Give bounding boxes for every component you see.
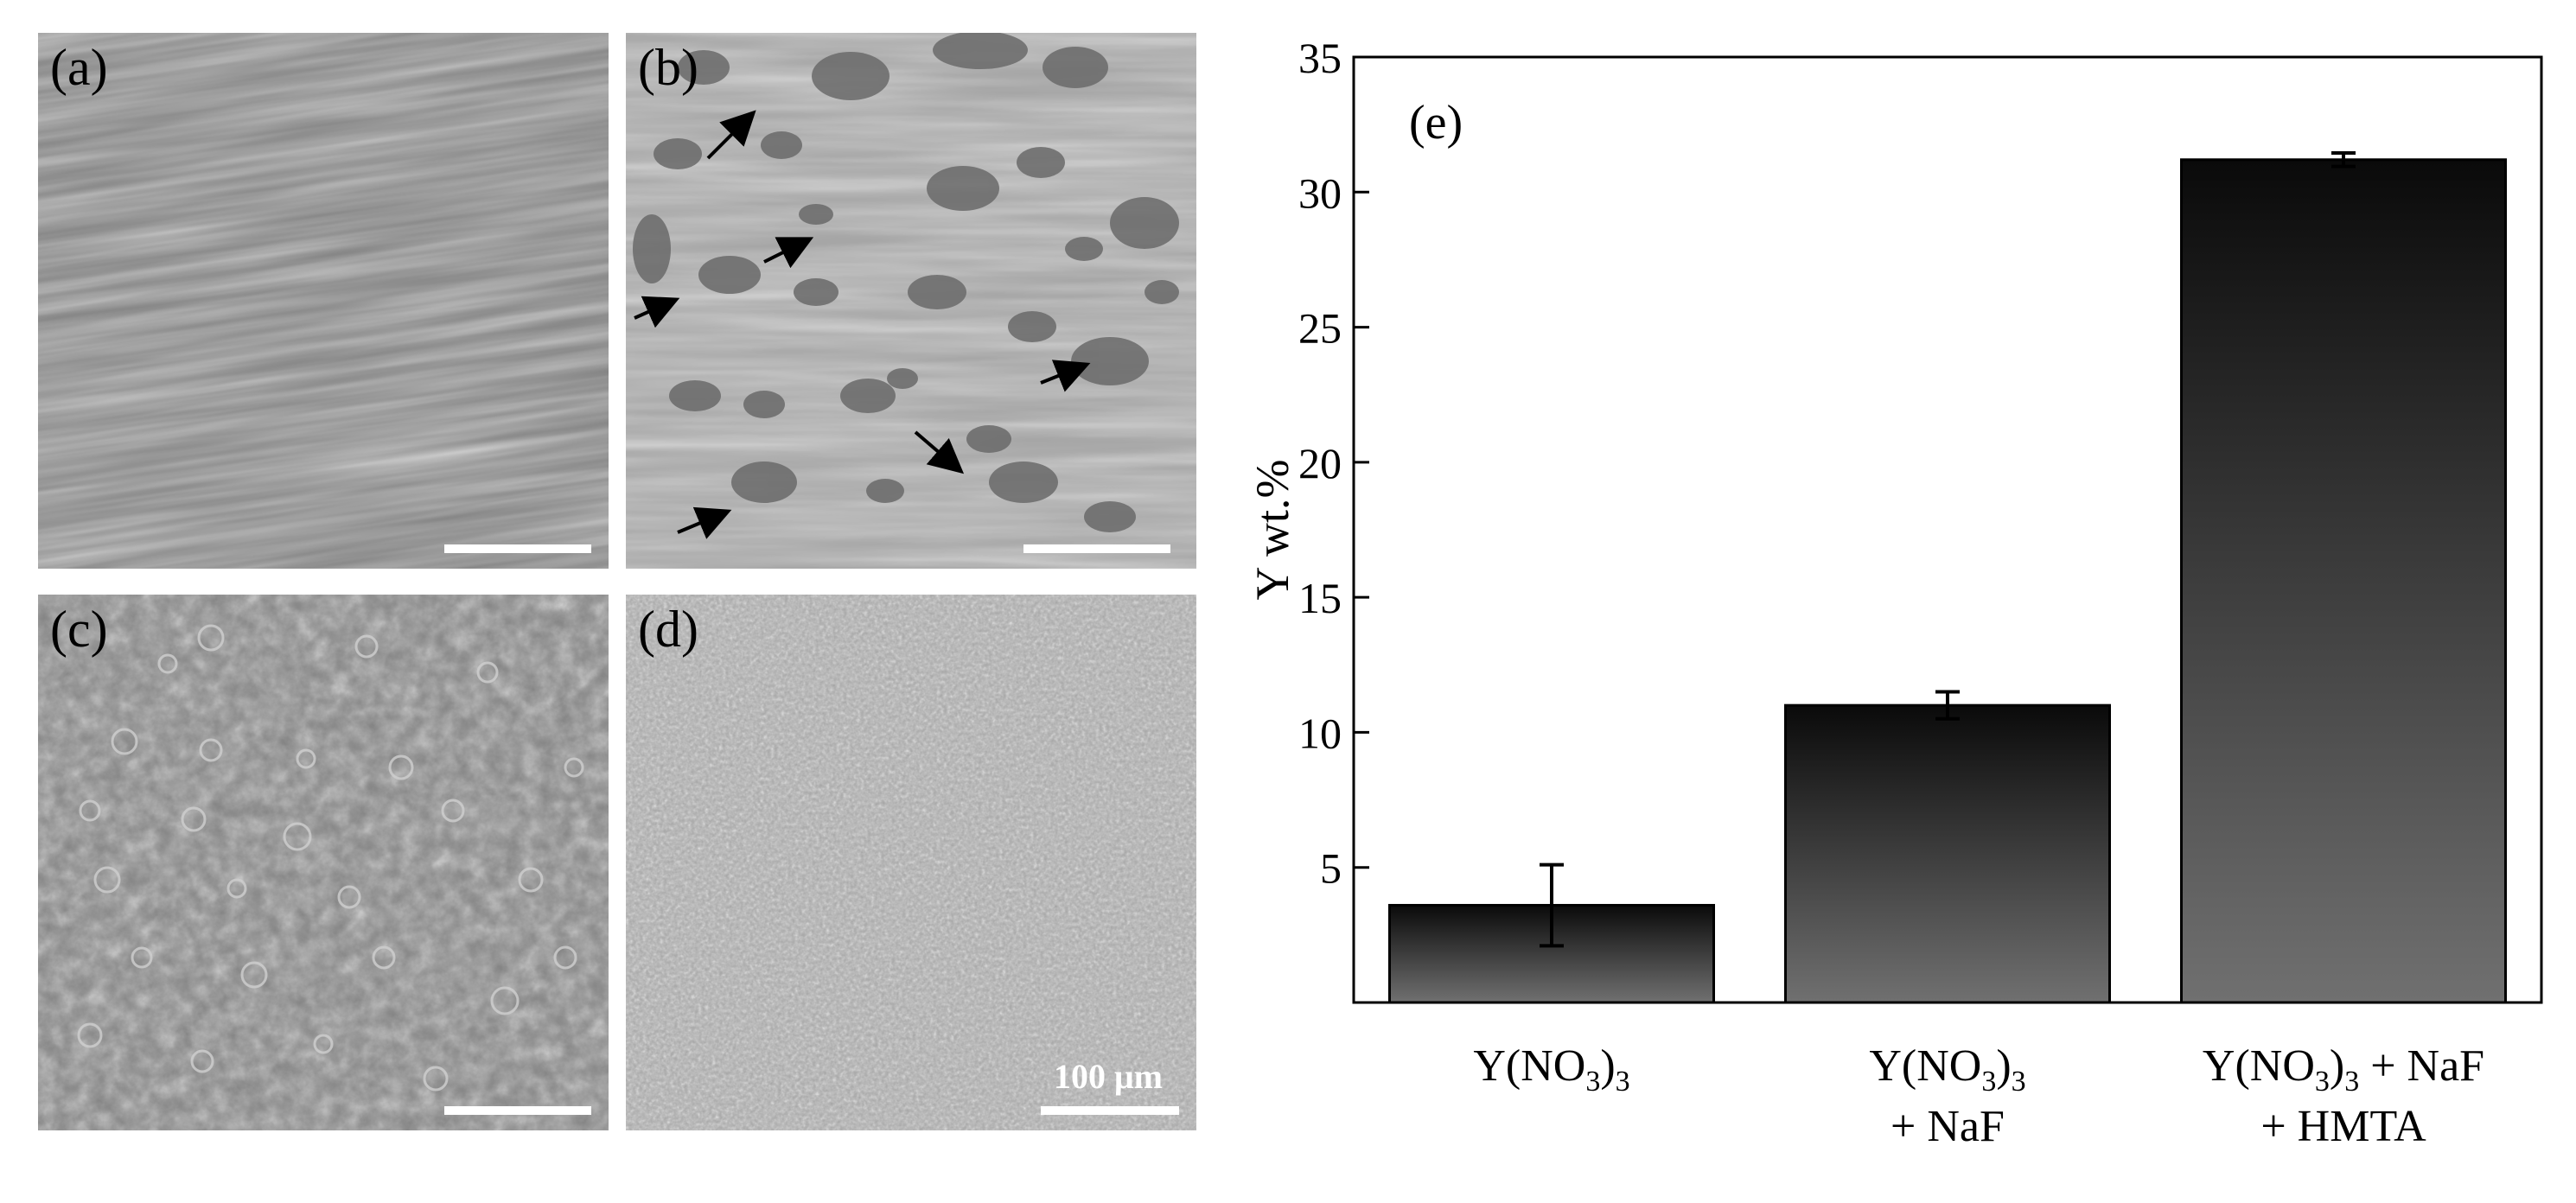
y-tick-label: 10	[1298, 709, 1342, 757]
scale-bar-label-d: 100 μm	[1054, 1057, 1163, 1096]
arrow-markers	[634, 110, 1091, 539]
panel-label-b: (b)	[638, 39, 698, 96]
scale-bar-c	[444, 1106, 591, 1115]
sem-panel-d: (d) 100 μm	[626, 595, 1196, 1130]
chart-panel-label: (e)	[1409, 96, 1463, 150]
y-tick-label: 25	[1298, 304, 1342, 353]
y-axis-label: Y wt.%	[1247, 460, 1298, 601]
sem-image-c	[38, 595, 609, 1130]
panel-label-d: (d)	[638, 601, 698, 658]
sem-panel-b: (b)	[626, 33, 1196, 569]
panel-label-c: (c)	[50, 601, 108, 658]
y-tick-label: 35	[1298, 34, 1342, 82]
bars	[1388, 150, 2507, 1004]
bar	[1784, 703, 2111, 1004]
nodules	[77, 624, 584, 1092]
x-category-label: + NaF	[1891, 1102, 2005, 1151]
sem-image-d	[626, 595, 1196, 1130]
y-tick-label: 30	[1298, 169, 1342, 217]
y-tick-label: 15	[1298, 574, 1342, 622]
x-category-label: Y(NO3)3	[1869, 1041, 2025, 1098]
x-category-label: Y(NO3)3	[1473, 1041, 1629, 1098]
y-tick-label: 5	[1320, 844, 1342, 893]
sem-image-a	[38, 33, 609, 569]
y-axis-ticks: 5 10 15 20 25 30 35	[1298, 34, 1369, 893]
sem-panel-c: (c)	[38, 595, 609, 1130]
sem-image-b	[626, 33, 1196, 569]
y-tick-label: 20	[1298, 439, 1342, 487]
scale-bar-b	[1023, 544, 1170, 553]
scale-bar-d	[1041, 1106, 1179, 1115]
corrosion-spots	[633, 33, 1179, 532]
scale-bar-a	[444, 544, 591, 553]
sem-panel-a: (a)	[38, 33, 609, 569]
x-category-label: Y(NO3)3 + NaF	[2203, 1041, 2484, 1098]
x-category-label: + HMTA	[2260, 1102, 2426, 1151]
panel-label-a: (a)	[50, 39, 108, 96]
bar	[2180, 158, 2507, 1004]
